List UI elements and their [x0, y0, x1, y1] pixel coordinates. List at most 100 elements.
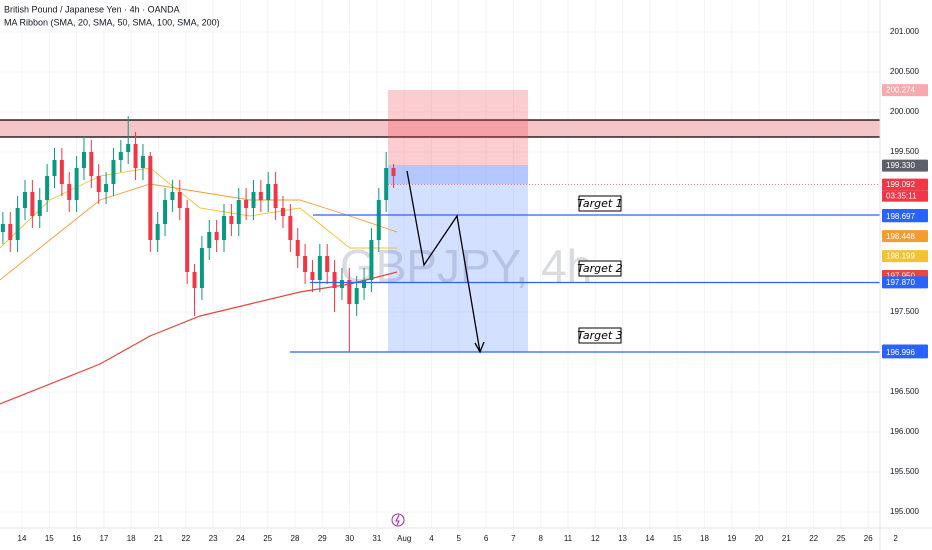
candle-body — [185, 208, 190, 272]
target-label: Target 1 — [577, 197, 622, 210]
y-tick-label: 201.000 — [890, 27, 919, 36]
price-badge-label: 199.092 — [886, 180, 915, 189]
price-badge — [882, 276, 928, 289]
candle-body — [23, 192, 28, 208]
price-badge-label: 198.199 — [886, 252, 915, 261]
candle-body — [52, 160, 57, 176]
y-tick-label: 200.000 — [890, 107, 919, 116]
price-badge-label: 198.697 — [886, 212, 915, 221]
candle-body — [362, 280, 367, 288]
candle-body — [280, 208, 285, 216]
x-tick-label: 18 — [127, 534, 136, 543]
candle-body — [339, 280, 344, 288]
candle-body — [59, 160, 64, 184]
axes: 201.000 200.500 200.000 199.500 197.500 196.5… — [18, 27, 928, 543]
candle-body — [133, 144, 138, 168]
stop-zone — [388, 90, 528, 165]
x-tick-label: 11 — [564, 534, 573, 543]
candle-body — [126, 144, 131, 152]
x-tick-label: 4 — [429, 534, 434, 543]
target-box — [578, 195, 622, 212]
price-badge — [882, 84, 928, 97]
candle-body — [118, 152, 123, 160]
x-tick-label: 22 — [181, 534, 190, 543]
candle-body — [229, 216, 234, 224]
indicator-label: MA Ribbon (SMA, 20, SMA, 50, SMA, 100, S… — [4, 17, 220, 27]
candle-body — [0, 224, 5, 232]
price-badge — [882, 230, 928, 243]
x-tick-label: 19 — [727, 534, 736, 543]
price-badge — [882, 210, 928, 223]
candle-body — [192, 272, 197, 288]
y-tick-label: 196.500 — [890, 387, 919, 396]
price-badge — [882, 250, 928, 263]
grid — [0, 0, 880, 528]
candle-body — [81, 152, 86, 168]
arrow-head — [474, 341, 485, 354]
countdown: 03:35:11 — [886, 192, 917, 201]
entry-zone — [388, 165, 528, 184]
x-tick-label: 24 — [236, 534, 245, 543]
y-tick-label: 199.500 — [890, 147, 919, 156]
candle-body — [15, 208, 20, 240]
countdown-badge — [882, 190, 928, 202]
price-badge — [882, 346, 928, 359]
candle-body — [96, 176, 101, 192]
price-badge — [882, 159, 928, 172]
x-tick-label: 16 — [72, 534, 81, 543]
x-tick-label: 25 — [263, 534, 272, 543]
candle-body — [325, 256, 330, 272]
price-badge-label: 197.950 — [886, 272, 915, 281]
x-tick-label: 30 — [345, 534, 354, 543]
resistance-zone — [0, 120, 880, 137]
candle-body — [288, 216, 293, 240]
candle-body — [384, 168, 389, 200]
price-badge-label: 200.274 — [886, 86, 915, 95]
candle-body — [177, 192, 182, 208]
y-tick-label: 197.500 — [890, 307, 919, 316]
candle-body — [266, 184, 271, 200]
x-tick-label: 6 — [484, 534, 489, 543]
x-tick-label: 14 — [18, 534, 27, 543]
candle-body — [222, 216, 227, 240]
candle-body — [8, 224, 13, 240]
candle-body — [273, 184, 278, 208]
candle-body — [45, 176, 50, 200]
target-label: Target 2 — [577, 262, 622, 275]
candle-body — [236, 200, 241, 224]
candle-body — [317, 256, 322, 280]
candle-body — [244, 200, 249, 208]
x-tick-label: 5 — [457, 534, 462, 543]
price-badge-label: 199.330 — [886, 161, 915, 170]
moving-average — [0, 167, 398, 249]
y-tick-label: 196.000 — [890, 427, 919, 436]
x-tick-label: 26 — [864, 534, 873, 543]
x-tick-label: 21 — [154, 534, 163, 543]
candle-body — [199, 248, 204, 288]
candle-body — [376, 200, 381, 240]
x-tick-label: 8 — [538, 534, 543, 543]
target-box — [578, 260, 622, 277]
candle-body — [303, 256, 308, 272]
candle-body — [347, 280, 352, 304]
target-label: Target 3 — [577, 329, 622, 342]
x-tick-label: 2 — [893, 534, 898, 543]
candle-body — [140, 156, 145, 168]
candle-body — [30, 192, 35, 216]
candle-body — [332, 272, 337, 288]
candle-body — [214, 232, 219, 240]
candle-body — [170, 192, 175, 200]
candle-body — [295, 240, 300, 256]
y-tick-label: 195.000 — [890, 507, 919, 516]
y-tick-label: 200.500 — [890, 67, 919, 76]
x-tick-label: 31 — [372, 534, 381, 543]
event-icon — [391, 513, 405, 527]
price-badge-label: 197.870 — [886, 278, 915, 287]
candle-body — [391, 168, 396, 176]
x-tick-label: 18 — [700, 534, 709, 543]
x-tick-label: 17 — [99, 534, 108, 543]
candle-body — [155, 224, 160, 240]
x-tick-label: 15 — [673, 534, 682, 543]
chart-title: British Pound / Japanese Yen · 4h · OAND… — [4, 4, 180, 14]
